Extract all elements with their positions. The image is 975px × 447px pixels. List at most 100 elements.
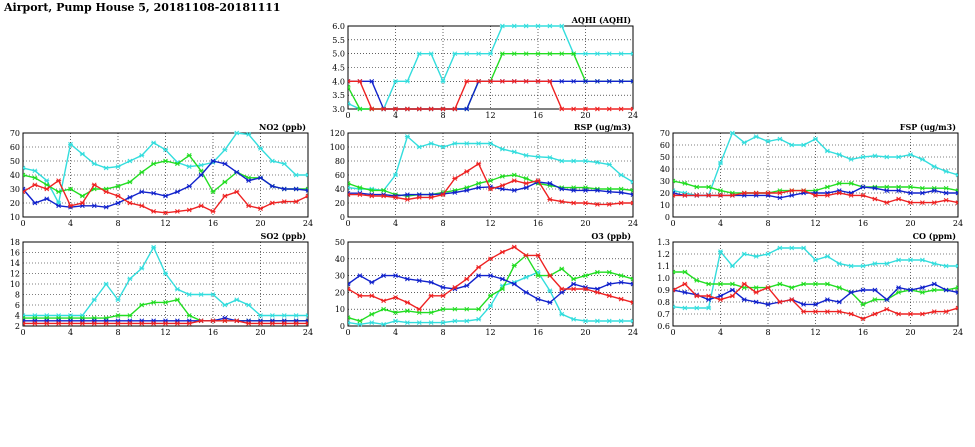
data-point xyxy=(348,281,351,287)
y-tick-label: 70 xyxy=(10,129,20,138)
data-point xyxy=(357,293,363,299)
x-tick-label: 12 xyxy=(485,111,495,120)
data-point xyxy=(115,183,121,189)
x-tick-label: 12 xyxy=(810,328,820,337)
data-point xyxy=(357,273,363,278)
data-point xyxy=(246,302,252,308)
data-point xyxy=(163,271,168,276)
data-point xyxy=(44,182,50,188)
chart-1: 0 4 8 12 16 20 24 10 20 30 40 50 60 70 NO2 (ppb) xyxy=(10,122,313,228)
data-point xyxy=(151,300,157,305)
data-point xyxy=(618,200,624,206)
data-point xyxy=(186,183,192,189)
y-tick-label: 10 xyxy=(10,280,20,289)
data-point xyxy=(381,188,387,193)
data-point xyxy=(824,297,830,302)
data-point xyxy=(682,290,688,295)
x-tick-label: 0 xyxy=(20,219,25,228)
data-point xyxy=(523,274,529,280)
x-tick-label: 0 xyxy=(345,219,350,228)
data-point xyxy=(476,316,482,322)
data-point xyxy=(872,261,878,266)
data-point xyxy=(440,293,446,299)
data-point xyxy=(369,293,375,299)
data-point xyxy=(583,158,588,164)
data-point xyxy=(222,318,228,324)
y-tick-label: 6 xyxy=(15,301,20,310)
data-point xyxy=(127,195,133,200)
data-point xyxy=(630,51,633,57)
data-point xyxy=(789,245,795,251)
data-point xyxy=(741,297,747,302)
data-point xyxy=(103,204,109,210)
x-tick-label: 4 xyxy=(393,328,398,337)
data-point xyxy=(789,193,795,198)
data-point xyxy=(404,197,410,202)
data-point xyxy=(305,193,308,199)
data-point xyxy=(357,78,363,84)
data-point xyxy=(440,106,446,112)
data-point xyxy=(813,136,818,142)
data-point xyxy=(511,188,517,193)
data-point xyxy=(789,285,795,290)
x-tick-label: 12 xyxy=(160,328,170,337)
data-point xyxy=(23,172,26,178)
data-point xyxy=(393,78,398,84)
data-point xyxy=(618,51,624,57)
data-point xyxy=(955,172,958,178)
chart-title: CO (ppm) xyxy=(913,231,957,241)
data-point xyxy=(673,269,676,275)
data-point xyxy=(151,209,157,214)
data-point xyxy=(163,321,168,326)
data-point xyxy=(872,153,878,159)
y-tick-label: 20 xyxy=(335,288,345,297)
data-point xyxy=(416,51,422,57)
data-point xyxy=(673,287,676,293)
data-point xyxy=(68,186,73,192)
data-point xyxy=(499,174,505,179)
data-point xyxy=(729,281,735,287)
data-point xyxy=(369,311,375,317)
data-point xyxy=(258,313,263,318)
data-point xyxy=(269,321,275,326)
data-point xyxy=(476,51,482,57)
data-point xyxy=(896,311,902,317)
data-point xyxy=(943,185,949,191)
data-point xyxy=(198,203,204,209)
data-point xyxy=(464,318,470,324)
data-point xyxy=(848,157,854,162)
data-point xyxy=(139,203,145,209)
x-tick-label: 4 xyxy=(68,219,73,228)
data-point xyxy=(872,297,878,302)
data-point xyxy=(393,295,398,300)
y-tick-label: 0 xyxy=(340,322,345,331)
data-point xyxy=(718,193,723,198)
chart-2: 0 4 8 12 16 20 24 0 20 40 60 80 100 120 RSP (ug/m3) xyxy=(330,122,638,228)
data-point xyxy=(765,302,771,307)
data-point xyxy=(931,164,937,169)
data-point xyxy=(955,190,958,196)
data-point xyxy=(753,190,759,196)
data-point xyxy=(618,186,624,192)
data-point xyxy=(305,172,308,178)
data-point xyxy=(813,281,818,287)
x-tick-label: 8 xyxy=(440,111,445,120)
data-point xyxy=(452,318,458,324)
data-point xyxy=(186,207,192,213)
data-point xyxy=(824,281,830,287)
data-point xyxy=(535,296,541,302)
data-point xyxy=(258,146,263,151)
data-point xyxy=(393,172,398,178)
data-point xyxy=(198,318,204,324)
data-point xyxy=(594,188,600,193)
data-point xyxy=(765,139,771,144)
data-point xyxy=(836,261,842,266)
x-tick-label: 8 xyxy=(115,328,120,337)
data-point xyxy=(440,192,446,197)
data-point xyxy=(824,193,830,198)
data-point xyxy=(174,321,180,326)
data-point xyxy=(872,311,878,317)
data-point xyxy=(706,184,712,190)
data-point xyxy=(955,200,958,205)
data-point xyxy=(706,193,712,198)
